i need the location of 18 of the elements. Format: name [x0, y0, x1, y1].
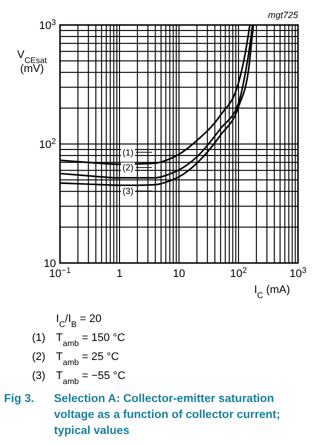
legend-label: (3) [122, 186, 134, 196]
text: (1) T$_{amb}$ = 150 °C [32, 332, 126, 348]
text: I$_{C}$/I$_{B}$ = 20 [56, 313, 102, 328]
y-tick-label: 10$^{2}$ [39, 136, 56, 151]
legend-label: (2) [122, 162, 134, 173]
x-tick-label: 1 [116, 268, 123, 280]
x-tick-label: 10$^{2}$ [230, 266, 248, 280]
y-tick-label: 10$^{3}$ [39, 18, 56, 32]
x-tick-label: 10 [172, 268, 186, 280]
text: mgt725 [268, 10, 299, 20]
x-axis-title: I$_{C}$ (mA) [254, 284, 290, 300]
y-axis-title: V$_{CEsat}$ (mV) [17, 49, 48, 75]
chart-title: Fig 3. Selection A: Collector-emitter saturation voltage as a function of collector current; typical values [4, 393, 280, 437]
legend-label: (1) [122, 147, 134, 158]
x-tick-label: 10$^{3}$ [290, 266, 307, 280]
text: (2) T$_{amb}$ = 25 °C [32, 351, 120, 366]
text: (3) T$_{amb}$ = −55 °C [32, 370, 126, 386]
y-tick-label: 10 [44, 258, 56, 270]
